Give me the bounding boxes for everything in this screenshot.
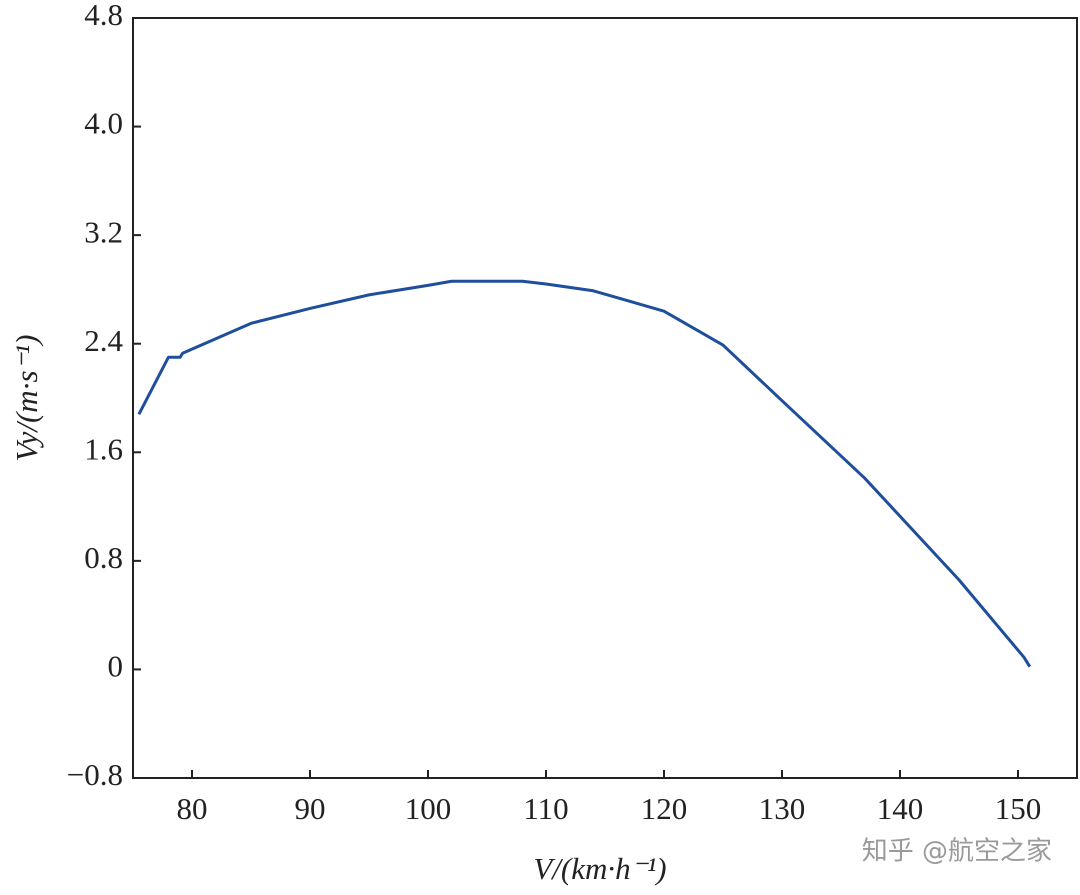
y-axis-label: Vy/(m·s⁻¹) (9, 335, 44, 462)
x-tick-label: 120 (641, 791, 688, 826)
y-tick-label: 4.0 (84, 106, 123, 141)
y-tick-label: 2.4 (84, 323, 123, 358)
y-tick-label: 1.6 (84, 431, 123, 466)
x-tick-label: 100 (405, 791, 452, 826)
y-tick-label: 0.8 (84, 540, 123, 575)
y-tick-label: 3.2 (84, 214, 123, 249)
y-tick-label: −0.8 (67, 757, 123, 792)
x-tick-label: 90 (295, 791, 326, 826)
plot-frame (132, 17, 1078, 779)
x-tick-label: 130 (759, 791, 806, 826)
x-tick-label: 110 (523, 791, 568, 826)
y-tick-label: 4.8 (84, 0, 123, 32)
watermark: 知乎 @航空之家 (862, 837, 1052, 867)
x-tick-label: 80 (177, 791, 208, 826)
x-axis-label: V/(km·h⁻¹) (533, 851, 666, 886)
line-series (137, 279, 1032, 668)
x-tick-label: 150 (995, 791, 1042, 826)
x-tick-label: 140 (877, 791, 924, 826)
y-tick-label: 0 (108, 649, 124, 684)
